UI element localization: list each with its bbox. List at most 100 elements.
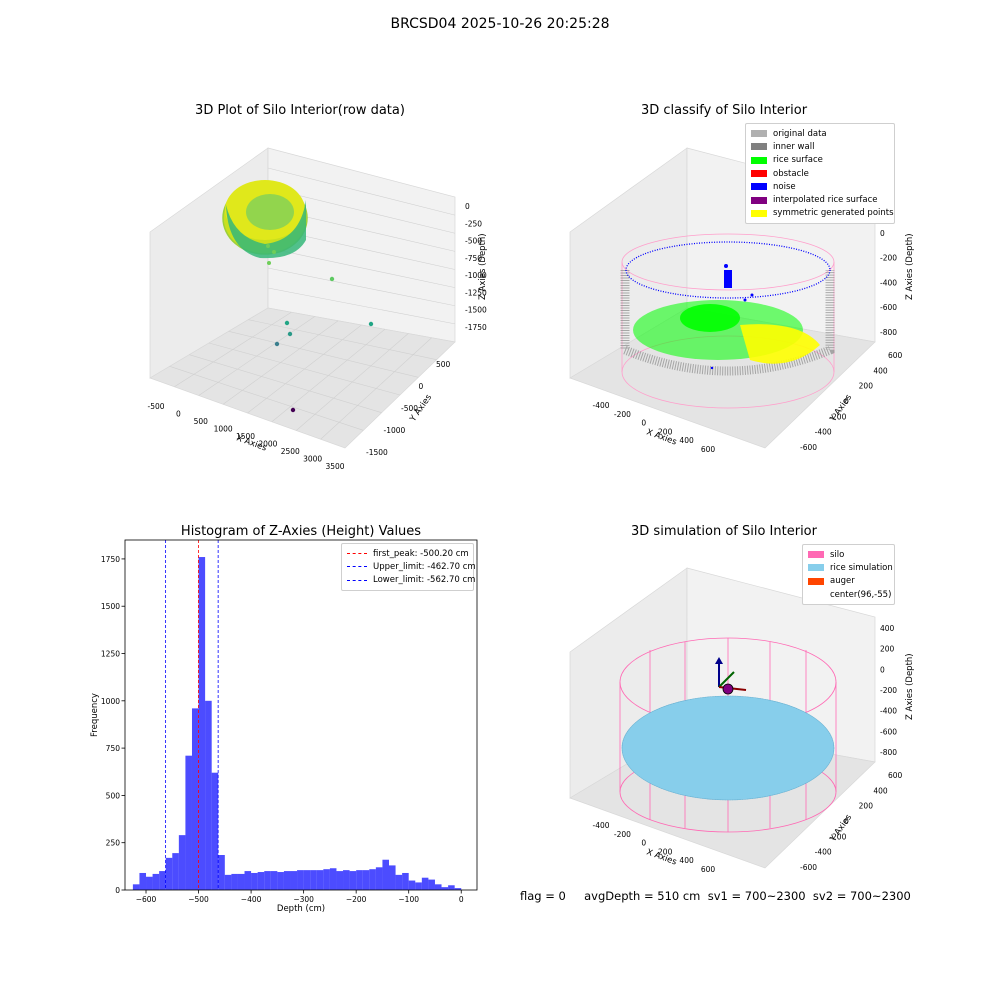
histogram-x-tick-label: −200	[346, 895, 367, 904]
legend-label: Lower_limit: -562.70 cm	[373, 575, 476, 586]
histogram-chart: −600 −500 −400 −300 −200 −100 0 0 250 500 750 1000…	[90, 539, 478, 914]
classify-y-tick-label: -600	[800, 443, 817, 452]
raw-x-tick-label: 2500	[281, 447, 300, 456]
raw-x-tick-label: 500	[194, 417, 209, 426]
simulation-z-axis-label: Z Axies (Depth)	[905, 653, 915, 720]
raw-point-cloud	[222, 180, 308, 265]
classify-inner-wall	[620, 270, 835, 376]
histogram-bar	[375, 867, 383, 890]
histogram-bar	[132, 884, 140, 890]
legend-swatch	[808, 577, 824, 585]
classify-noise-cluster	[710, 264, 754, 370]
histogram-bar	[251, 872, 258, 890]
legend-swatch	[751, 170, 767, 178]
histogram-bar	[297, 870, 304, 890]
histogram-bar	[237, 873, 245, 890]
raw-z-tick-label: -250	[465, 219, 482, 228]
histogram-bar	[428, 879, 435, 890]
histogram-y-tick-label: 1500	[101, 602, 120, 611]
legend-entry: Upper_limit: -462.70 cm	[347, 560, 476, 573]
histogram-bar	[159, 871, 166, 890]
sim-z-tick-label: -800	[880, 748, 897, 757]
histogram-x-tick-label: −600	[136, 895, 157, 904]
scatter-point	[329, 276, 335, 282]
sim-z-tick-label: 0	[880, 665, 885, 674]
histogram-bar	[395, 874, 403, 890]
legend-line-sample	[347, 553, 367, 555]
legend-label: symmetric generated points	[773, 208, 894, 219]
histogram-bar	[205, 700, 212, 890]
sim-z-tick-label: -200	[880, 686, 897, 695]
histogram-x-tick-label: −400	[241, 895, 262, 904]
legend-swatch	[751, 156, 767, 164]
histogram-bar	[146, 876, 153, 890]
classify-3d-plot: -400-20002004006006004002000-200-400-600…	[569, 147, 915, 454]
histogram-bar	[178, 835, 186, 890]
legend-label: rice simulation	[830, 562, 893, 573]
histogram-bar	[139, 872, 147, 890]
classify-y-tick-label: -200	[829, 412, 846, 421]
classify-noise-ring	[625, 241, 831, 299]
simulation-legend: silo rice simulation auger center(96,-55)	[802, 544, 895, 606]
legend-entry: symmetric generated points	[751, 207, 894, 220]
classify-plot-title: 3D classify of Silo Interior	[640, 103, 808, 118]
sim-y-tick-label: -600	[800, 863, 817, 872]
classify-z-tick-label: 0	[880, 229, 885, 238]
histogram-y-tick-label: 0	[115, 886, 120, 895]
legend-entry: auger	[808, 575, 889, 588]
histogram-bar	[172, 853, 179, 890]
legend-entry: noise	[751, 180, 889, 193]
simulation-3d-plot: -400-20002004006006004002000-200-400-600…	[569, 567, 915, 874]
histogram-bar	[362, 870, 370, 890]
simulation-plot-title: 3D simulation of Silo Interior	[631, 524, 817, 539]
histogram-title: Histogram of Z-Axies (Height) Values	[180, 524, 422, 539]
histogram-bar	[343, 870, 350, 890]
legend-label: inner wall	[773, 141, 815, 152]
histogram-bar	[454, 888, 462, 890]
legend-label: obstacle	[773, 168, 809, 179]
histogram-bar	[310, 870, 317, 890]
sim-x-tick-label: 200	[658, 847, 673, 856]
histogram-bar	[421, 877, 429, 890]
sim-z-tick-label: -400	[880, 707, 897, 716]
scatter-point	[368, 321, 374, 327]
legend-line-sample	[347, 579, 367, 581]
legend-entry: rice surface	[751, 154, 889, 167]
legend-label: original data	[773, 128, 827, 139]
histogram-bar	[356, 870, 363, 890]
raw-x-tick-label: -500	[147, 402, 164, 411]
sim-x-tick-label: 400	[679, 856, 694, 865]
classify-x-tick-label: 200	[658, 427, 673, 436]
classify-y-tick-label: 0	[844, 397, 849, 406]
classify-y-tick-label: 600	[888, 351, 903, 360]
classify-x-tick-label: 600	[701, 445, 716, 454]
histogram-bar	[244, 871, 252, 890]
histogram-legend: first_peak: -500.20 cm Upper_limit: -462.…	[341, 543, 476, 591]
histogram-y-tick-label: 250	[106, 839, 121, 848]
histogram-x-tick-label: −100	[398, 895, 419, 904]
legend-entry: silo	[808, 548, 889, 561]
legend-swatch	[808, 564, 824, 572]
raw-y-tick-label: -1500	[366, 448, 388, 457]
raw-y-tick-label: 0	[419, 382, 424, 391]
raw-x-tick-label: 1000	[214, 425, 233, 434]
sim-x-tick-label: -200	[614, 830, 631, 839]
raw-y-tick-label: -500	[401, 404, 418, 413]
sim-x-tick-label: -400	[592, 821, 609, 830]
raw-z-axis-label: Z Axies (Depth)	[478, 233, 488, 300]
histogram-bar	[389, 865, 396, 890]
sim-x-tick-label: 0	[641, 839, 646, 848]
histogram-y-tick-label: 500	[106, 791, 121, 800]
classify-legend: original data inner wall rice surface obsta…	[745, 123, 895, 225]
figure-title: BRCSD04 2025-10-26 20:25:28	[390, 16, 610, 32]
histogram-y-tick-label: 1000	[101, 697, 120, 706]
histogram-bar	[402, 872, 409, 890]
histogram-x-tick-label: −300	[293, 895, 314, 904]
legend-entry: first_peak: -500.20 cm	[347, 547, 469, 560]
raw-z-tick-label: -1750	[465, 323, 487, 332]
histogram-bar	[290, 871, 298, 890]
legend-label: interpolated rice surface	[773, 195, 878, 206]
histogram-y-tick-label: 750	[106, 744, 121, 753]
raw-x-tick-label: 1500	[236, 432, 255, 441]
histogram-x-tick-label: 0	[459, 895, 464, 904]
